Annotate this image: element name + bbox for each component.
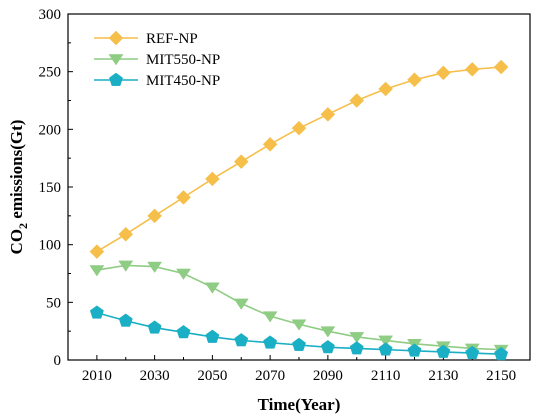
data-point: [436, 344, 451, 358]
data-point: [464, 62, 480, 77]
series-3: [89, 305, 509, 361]
series-2: [89, 260, 509, 357]
y-axis-title: CO2 emissions(Gt): [7, 120, 30, 255]
data-point: [378, 81, 393, 97]
x-axis-title: Time(Year): [258, 395, 341, 414]
series-layer: [89, 59, 509, 361]
data-point: [292, 337, 306, 351]
data-point: [118, 313, 133, 327]
x-tick-label: 2050: [197, 368, 227, 384]
data-point: [205, 171, 220, 187]
series-1: [89, 59, 509, 259]
y-axis: 0 50 100 150 200 250 300: [39, 7, 73, 369]
data-point: [465, 345, 480, 359]
data-point: [262, 136, 278, 152]
y-tick-label: 100: [39, 238, 62, 254]
data-point: [407, 343, 422, 357]
data-point: [262, 311, 278, 323]
data-point: [176, 190, 191, 205]
data-point: [291, 120, 307, 136]
data-point: [493, 59, 509, 75]
legend-label: MIT550-NP: [146, 52, 220, 68]
legend-marker: [109, 72, 123, 86]
data-point: [89, 244, 105, 259]
data-point: [320, 326, 336, 338]
data-point: [378, 342, 393, 356]
x-tick-label: 2110: [371, 368, 400, 384]
x-tick-label: 2130: [428, 368, 458, 384]
x-axis: 2010 2030 2050 2070 2090 2110 2130 2150: [82, 355, 516, 384]
legend-item: MIT450-NP: [94, 72, 220, 89]
x-tick-label: 2090: [313, 368, 343, 384]
y-tick-label: 150: [39, 180, 62, 196]
y-tick-label: 200: [39, 122, 62, 138]
x-tick-label: 2150: [486, 368, 516, 384]
x-tick-label: 2030: [140, 368, 170, 384]
y-axis-title-subscript: 2: [16, 223, 30, 229]
data-point: [233, 298, 249, 310]
y-axis-title-rest: emissions(Gt): [7, 120, 26, 223]
data-point: [234, 333, 249, 347]
legend-label: MIT450-NP: [146, 73, 220, 89]
plot-frame: [67, 13, 531, 361]
legend-marker: [108, 54, 124, 66]
data-point: [176, 268, 191, 280]
series-line: [96, 66, 502, 253]
data-point: [263, 335, 278, 349]
y-tick-label: 250: [39, 65, 62, 81]
data-point: [205, 329, 220, 343]
plot-border: [67, 13, 531, 361]
data-point: [118, 260, 134, 272]
legend-item: MIT550-NP: [94, 52, 220, 68]
data-point: [378, 335, 394, 347]
data-point: [349, 332, 365, 344]
data-point: [147, 208, 162, 224]
data-point: [89, 265, 105, 277]
legend-label: REF-NP: [146, 31, 198, 47]
data-point: [349, 341, 364, 355]
data-point: [176, 325, 191, 339]
y-tick-label: 0: [54, 353, 62, 369]
x-tick-label: 2070: [255, 368, 285, 384]
data-point: [494, 346, 509, 361]
data-point: [320, 106, 336, 122]
legend-marker: [108, 30, 124, 46]
y-tick-label: 50: [46, 295, 61, 311]
data-point: [204, 282, 220, 294]
y-axis-title-main: CO: [7, 229, 26, 255]
legend-item: REF-NP: [94, 30, 198, 47]
data-point: [291, 319, 307, 331]
x-tick-label: 2010: [82, 368, 112, 384]
data-point: [233, 154, 249, 169]
data-point: [349, 93, 365, 108]
y-tick-label: 300: [39, 7, 62, 23]
data-point: [118, 226, 134, 242]
series-line: [96, 264, 502, 351]
data-point: [147, 320, 162, 334]
data-point: [407, 72, 422, 88]
data-point: [320, 340, 335, 354]
data-point: [147, 261, 163, 273]
legend: REF-NP MIT550-NP MIT450-NP: [94, 30, 220, 89]
data-point: [436, 65, 451, 81]
data-point: [89, 305, 104, 319]
